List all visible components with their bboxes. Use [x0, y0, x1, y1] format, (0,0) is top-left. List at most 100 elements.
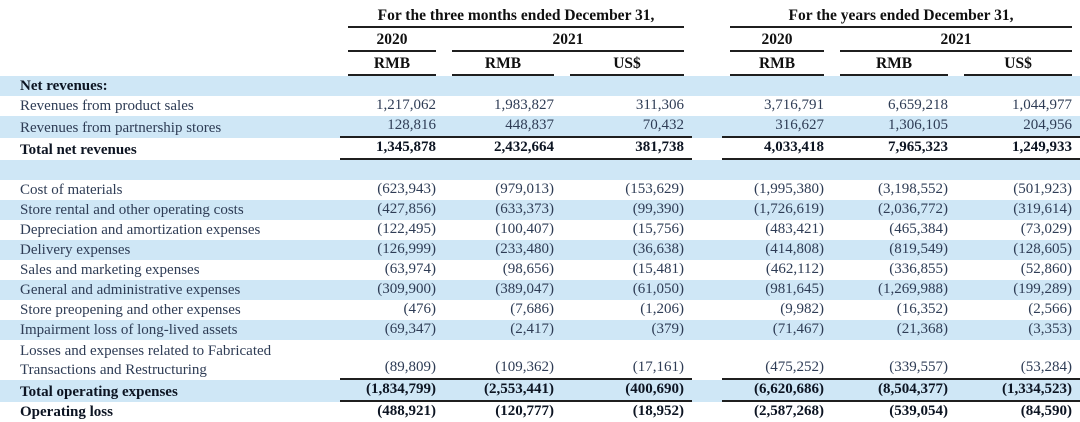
cell-value [444, 76, 562, 96]
row-label: Net revenues: [20, 78, 108, 94]
table-row: Impairment loss of long-lived assets (69,… [0, 320, 1080, 340]
cell-value: (476) [403, 301, 437, 317]
cell-value: 311,306 [635, 97, 685, 113]
row-label: Losses and expenses related to Fabricate… [20, 343, 272, 378]
table-row: Total net revenues 1,345,878 2,432,664 381,… [0, 138, 1080, 160]
cell-value: (414,808) [765, 241, 825, 257]
cell-value: (379) [651, 321, 685, 337]
group-gap [692, 200, 722, 220]
cell-value: (100,407) [495, 221, 554, 237]
cell-value: (389,047) [495, 281, 554, 297]
table-row: Net revenues: [0, 76, 1080, 96]
cell-value [444, 160, 562, 180]
cell-value: (18,952) [632, 403, 685, 419]
cell-value: (153,629) [625, 181, 685, 197]
row-label: Sales and marketing expenses [20, 262, 200, 278]
cell-value: (2,587,268) [754, 403, 825, 419]
cell-value: (462,112) [765, 261, 825, 277]
cell-value: (109,362) [444, 340, 562, 380]
table-row: Cost of materials (623,943) (979,013) (153,… [0, 180, 1080, 200]
row-label: Impairment loss of long-lived assets [20, 322, 238, 338]
table-row: General and administrative expenses (309,… [0, 280, 1080, 300]
cell-value: (1,834,799) [340, 380, 444, 402]
cell-value: (126,999) [377, 241, 436, 257]
cell-value: (84,590) [1020, 403, 1073, 419]
cell-value: 6,659,218 [888, 97, 949, 113]
group-gap [692, 96, 722, 116]
row-label: General and administrative expenses [20, 282, 241, 298]
row-label: Cost of materials [20, 182, 123, 198]
cell-value: (36,638) [632, 241, 685, 257]
table-row: Losses and expenses related to Fabricate… [0, 340, 1080, 380]
cell-value: (52,860) [1020, 261, 1073, 277]
cell-value: (475,252) [722, 340, 833, 380]
cell-value: (73,029) [1020, 221, 1073, 237]
cell-value: (7,686) [510, 301, 554, 317]
cell-value: 1,306,105 [832, 116, 957, 138]
group-gap [692, 240, 722, 260]
cell-value: (465,384) [889, 221, 949, 237]
row-label: Delivery expenses [20, 242, 131, 258]
cell-value: (199,289) [1013, 281, 1073, 297]
cell-value: (99,390) [632, 201, 685, 217]
cell-value: (16,352) [896, 301, 949, 317]
cell-value: (1,206) [640, 301, 685, 317]
cell-value: 448,837 [444, 116, 562, 138]
table-row: Store rental and other operating costs (4… [0, 200, 1080, 220]
cell-value [340, 76, 444, 96]
cell-value: (501,923) [1013, 181, 1073, 197]
cell-value: (623,943) [377, 181, 436, 197]
cell-value: 3,716,791 [764, 97, 825, 113]
cell-value: (122,495) [377, 221, 436, 237]
cell-value: (981,645) [765, 281, 825, 297]
row-label: Depreciation and amortization expenses [20, 222, 261, 238]
cell-value [832, 76, 956, 96]
header-group-years: For the years ended December 31, [722, 2, 1080, 28]
table-row: Operating loss (488,921) (120,777) (18,952)… [0, 402, 1080, 422]
spacer-row [0, 160, 1080, 180]
table-row: Revenues from partnership stores 128,816 4… [0, 116, 1080, 138]
cell-value: (63,974) [384, 261, 436, 277]
cell-value: 381,738 [562, 138, 693, 160]
cell-value: 1,249,933 [956, 138, 1080, 160]
cell-value: (336,855) [889, 261, 949, 277]
cell-value [722, 76, 832, 96]
header-currency: RMB [832, 52, 956, 76]
cell-value: (53,284) [956, 340, 1080, 380]
cell-value: 204,956 [956, 116, 1080, 138]
header-year-2020-y: 2020 [722, 28, 832, 52]
cell-value: (98,656) [502, 261, 554, 277]
table-row: Sales and marketing expenses (63,974) (98,… [0, 260, 1080, 280]
cell-value: (1,334,523) [956, 380, 1080, 402]
cell-value: (15,481) [632, 261, 685, 277]
header-gap [692, 28, 722, 52]
table-row: Depreciation and amortization expenses (1… [0, 220, 1080, 240]
group-gap [692, 320, 722, 340]
cell-value: 1,983,827 [494, 97, 554, 113]
row-label: Total operating expenses [20, 384, 178, 400]
header-currency: US$ [562, 52, 692, 76]
header-gap [692, 2, 722, 28]
table-row: Total operating expenses (1,834,799) (2,55… [0, 380, 1080, 402]
header-group-row: For the three months ended December 31, … [0, 2, 1080, 28]
cell-value [340, 160, 444, 180]
cell-value: (400,690) [562, 380, 693, 402]
group-gap [692, 76, 722, 96]
header-label-spacer [0, 28, 340, 52]
header-year-2020-q: 2020 [340, 28, 444, 52]
cell-value [956, 160, 1080, 180]
cell-value: (1,269,988) [878, 281, 949, 297]
cell-value: (2,036,772) [878, 201, 949, 217]
cell-value [956, 76, 1080, 96]
group-gap [692, 220, 722, 240]
cell-value: (69,347) [384, 321, 436, 337]
group-gap [692, 340, 722, 380]
table-header: For the three months ended December 31, … [0, 2, 1080, 76]
cell-value: 128,816 [340, 116, 444, 138]
group-gap [692, 402, 722, 422]
cell-value: 1,217,062 [376, 97, 436, 113]
cell-value: (339,557) [832, 340, 957, 380]
table-body: Net revenues: Revenues from product sales… [0, 76, 1080, 422]
cell-value: (120,777) [495, 403, 554, 419]
row-label: Total net revenues [20, 142, 137, 158]
